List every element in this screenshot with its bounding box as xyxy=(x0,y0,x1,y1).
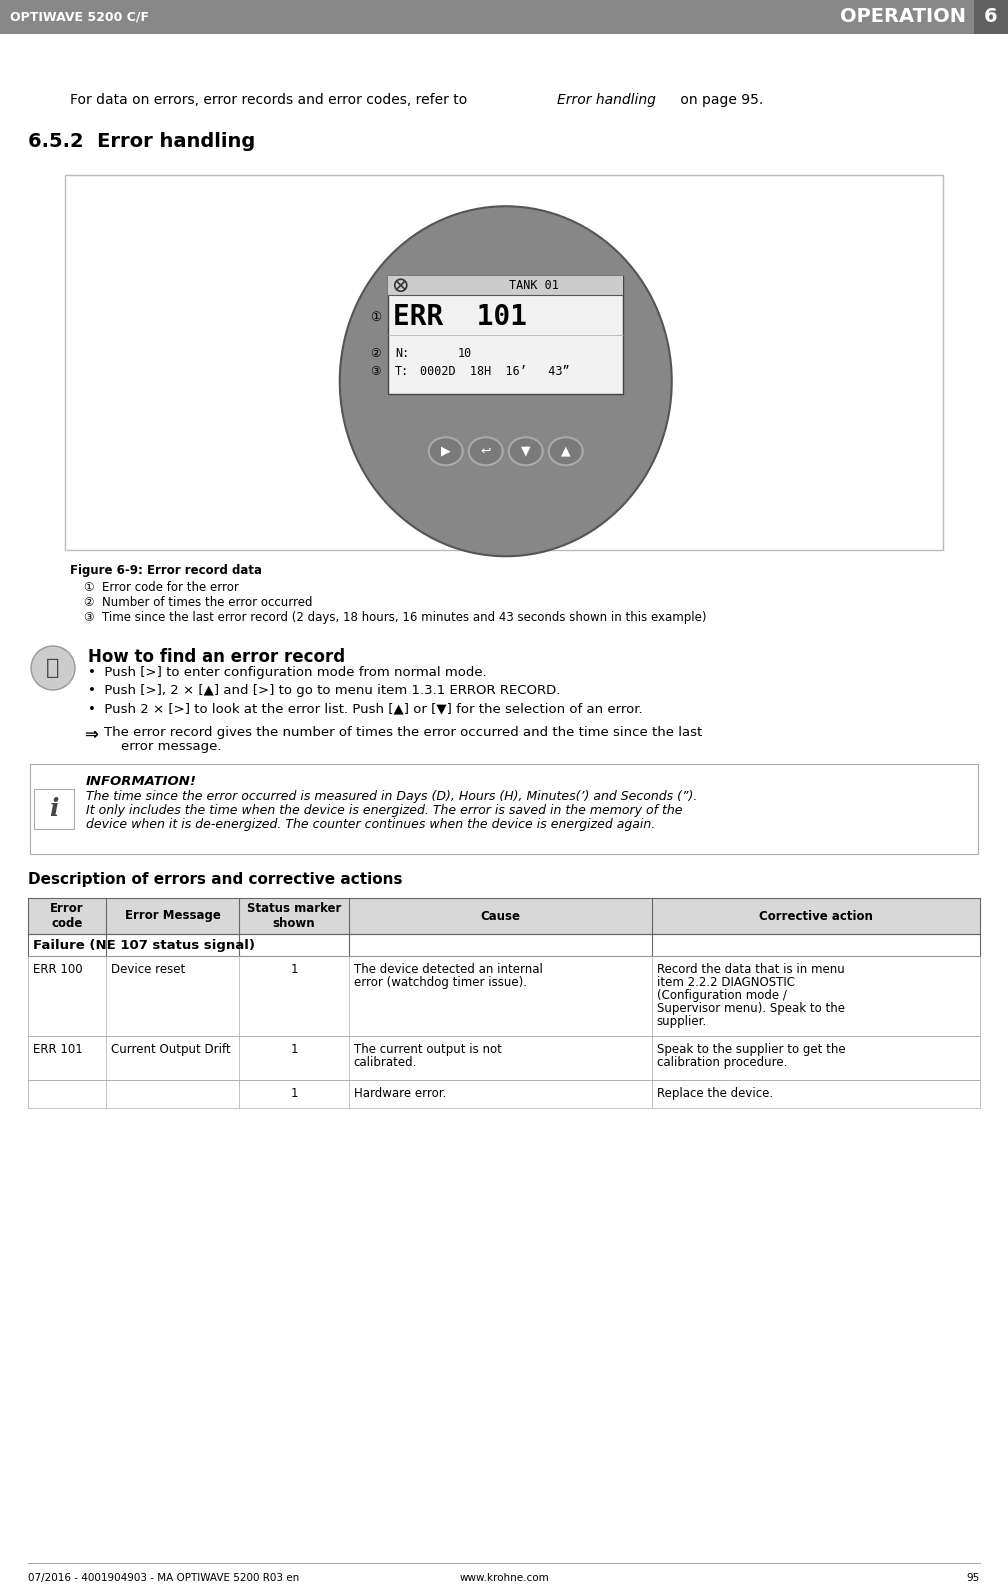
Text: Hardware error.: Hardware error. xyxy=(354,1087,447,1099)
Text: item 2.2.2 DIAGNOSTIC: item 2.2.2 DIAGNOSTIC xyxy=(656,975,794,990)
Text: Supervisor menu). Speak to the: Supervisor menu). Speak to the xyxy=(656,1002,845,1015)
Text: ↩: ↩ xyxy=(481,445,491,458)
Text: i: i xyxy=(49,797,58,821)
Text: INFORMATION!: INFORMATION! xyxy=(86,775,197,788)
Text: OPTIWAVE 5200 C/F: OPTIWAVE 5200 C/F xyxy=(10,11,149,24)
Text: 95: 95 xyxy=(967,1573,980,1583)
Ellipse shape xyxy=(469,438,503,465)
Text: Speak to the supplier to get the: Speak to the supplier to get the xyxy=(656,1044,845,1056)
Text: For data on errors, error records and error codes, refer to: For data on errors, error records and er… xyxy=(70,92,472,107)
Text: calibration procedure.: calibration procedure. xyxy=(656,1056,787,1069)
Text: N:: N: xyxy=(395,347,409,360)
Text: error message.: error message. xyxy=(104,740,222,753)
Text: Error handling: Error handling xyxy=(557,92,656,107)
Circle shape xyxy=(31,646,75,690)
Text: •  Push [>], 2 × [▲] and [>] to go to menu item 1.3.1 ERROR RECORD.: • Push [>], 2 × [▲] and [>] to go to men… xyxy=(88,684,560,697)
Text: The time since the error occurred is measured in Days (D), Hours (H), Minutes(’): The time since the error occurred is mea… xyxy=(86,791,698,803)
Text: The current output is not: The current output is not xyxy=(354,1044,502,1056)
Ellipse shape xyxy=(548,438,583,465)
Bar xyxy=(28,956,980,1036)
Text: Replace the device.: Replace the device. xyxy=(656,1087,773,1099)
Text: •  Push 2 × [>] to look at the error list. Push [▲] or [▼] for the selection of : • Push 2 × [>] to look at the error list… xyxy=(88,702,643,714)
Text: ①  Error code for the error: ① Error code for the error xyxy=(84,581,239,593)
Bar xyxy=(0,0,1008,33)
Text: 6: 6 xyxy=(984,8,998,27)
Text: The device detected an internal: The device detected an internal xyxy=(354,963,542,975)
Text: ③  Time since the last error record (2 days, 18 hours, 16 minutes and 43 seconds: ③ Time since the last error record (2 da… xyxy=(84,611,707,624)
Text: calibrated.: calibrated. xyxy=(354,1056,417,1069)
Text: Failure (NE 107 status signal): Failure (NE 107 status signal) xyxy=(33,939,255,951)
Text: The error record gives the number of times the error occurred and the time since: The error record gives the number of tim… xyxy=(104,725,703,738)
Text: TANK 01: TANK 01 xyxy=(508,278,558,291)
Text: ▼: ▼ xyxy=(521,445,530,458)
Text: supplier.: supplier. xyxy=(656,1015,707,1028)
Text: ⇒: ⇒ xyxy=(84,725,98,745)
Bar xyxy=(65,175,943,550)
Text: error (watchdog timer issue).: error (watchdog timer issue). xyxy=(354,975,527,990)
Text: Error Message: Error Message xyxy=(125,910,221,923)
Ellipse shape xyxy=(428,438,463,465)
Bar xyxy=(28,1036,980,1080)
Text: How to find an error record: How to find an error record xyxy=(88,648,345,667)
Text: ①: ① xyxy=(370,310,381,323)
Text: ✊: ✊ xyxy=(46,659,59,678)
Text: ERR 101: ERR 101 xyxy=(33,1044,83,1056)
Text: ▲: ▲ xyxy=(560,445,571,458)
Text: 10: 10 xyxy=(458,347,472,360)
Text: 1: 1 xyxy=(290,1044,297,1056)
Text: 6.5.2  Error handling: 6.5.2 Error handling xyxy=(28,132,255,151)
Bar xyxy=(28,934,980,956)
Text: www.krohne.com: www.krohne.com xyxy=(459,1573,549,1583)
Bar xyxy=(28,897,980,934)
Text: on page 95.: on page 95. xyxy=(676,92,763,107)
Bar xyxy=(388,277,623,296)
Text: Corrective action: Corrective action xyxy=(759,910,873,923)
Bar xyxy=(34,789,74,829)
Text: 1: 1 xyxy=(290,1087,297,1099)
Text: T:: T: xyxy=(395,364,409,377)
Bar xyxy=(974,0,1008,33)
Text: OPERATION: OPERATION xyxy=(840,8,966,27)
Ellipse shape xyxy=(340,207,671,557)
Text: Current Output Drift: Current Output Drift xyxy=(111,1044,231,1056)
Text: 07/2016 - 4001904903 - MA OPTIWAVE 5200 R03 en: 07/2016 - 4001904903 - MA OPTIWAVE 5200 … xyxy=(28,1573,299,1583)
Text: Cause: Cause xyxy=(480,910,520,923)
Text: Description of errors and corrective actions: Description of errors and corrective act… xyxy=(28,872,402,888)
Bar xyxy=(388,277,623,395)
Text: (Configuration mode /: (Configuration mode / xyxy=(656,990,786,1002)
Ellipse shape xyxy=(509,438,542,465)
Text: 0002D  18H  16’   43”: 0002D 18H 16’ 43” xyxy=(419,364,570,377)
Text: Status marker
shown: Status marker shown xyxy=(247,902,342,931)
Text: ②: ② xyxy=(371,347,381,360)
Text: device when it is de-energized. The counter continues when the device is energiz: device when it is de-energized. The coun… xyxy=(86,818,655,831)
Text: ▶: ▶ xyxy=(440,445,451,458)
Text: It only includes the time when the device is energized. The error is saved in th: It only includes the time when the devic… xyxy=(86,803,682,818)
Text: Error
code: Error code xyxy=(50,902,84,931)
Text: Record the data that is in menu: Record the data that is in menu xyxy=(656,963,845,975)
Text: ERR 100: ERR 100 xyxy=(33,963,83,975)
Text: ③: ③ xyxy=(371,364,381,377)
Bar xyxy=(28,1080,980,1107)
Text: ERR  101: ERR 101 xyxy=(393,304,527,331)
Text: Device reset: Device reset xyxy=(111,963,185,975)
Text: Figure 6-9: Error record data: Figure 6-9: Error record data xyxy=(70,563,262,578)
Text: •  Push [>] to enter configuration mode from normal mode.: • Push [>] to enter configuration mode f… xyxy=(88,667,487,679)
Bar xyxy=(30,764,978,854)
Text: 1: 1 xyxy=(290,963,297,975)
Text: ②  Number of times the error occurred: ② Number of times the error occurred xyxy=(84,597,312,609)
